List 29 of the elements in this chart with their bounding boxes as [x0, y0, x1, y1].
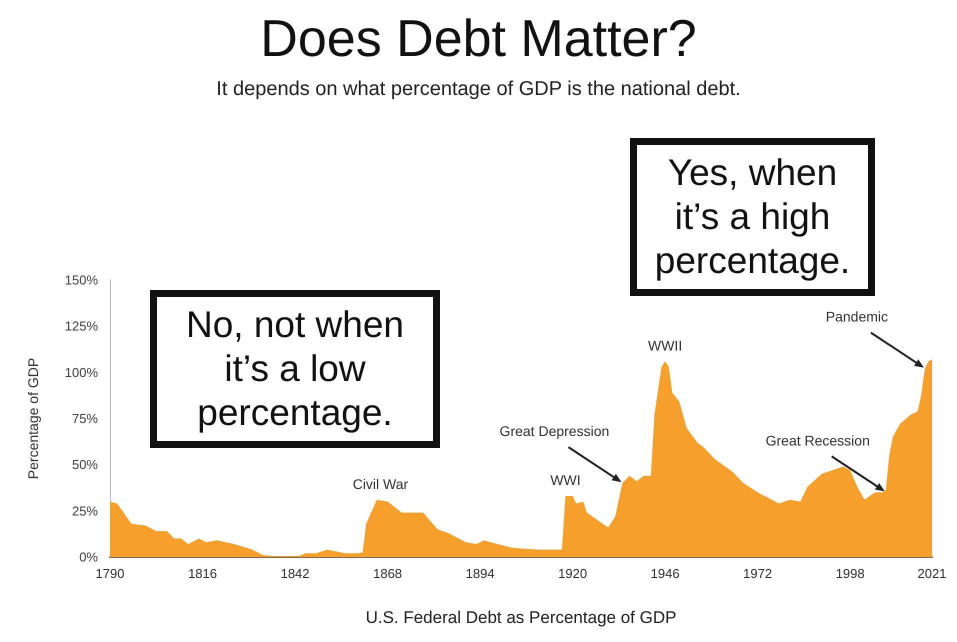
- x-tick-label: 1816: [188, 566, 217, 581]
- y-axis-title: Percentage of GDP: [25, 358, 41, 480]
- x-tick-label: 1868: [373, 566, 402, 581]
- y-tick-label: 150%: [64, 272, 98, 288]
- x-tick-label: 1920: [558, 566, 588, 581]
- y-tick-label: 25%: [72, 503, 98, 518]
- annotation: WWI: [550, 472, 581, 488]
- x-tick-label: 1842: [280, 566, 310, 581]
- y-tick-label: 0%: [79, 550, 98, 564]
- y-tick-label: 50%: [72, 457, 98, 472]
- annotation: Great Depression: [500, 423, 610, 440]
- x-tick-label: 2021: [918, 566, 946, 581]
- x-tick-label: 1894: [466, 566, 495, 581]
- annotation: No, not when it’s a low percentage.: [150, 290, 440, 448]
- chart-subtitle: It depends on what percentage of GDP is the national debt.: [216, 78, 741, 100]
- x-axis-title: U.S. Federal Debt as Percentage of GDP: [366, 608, 676, 627]
- annotation: WWII: [648, 337, 682, 354]
- y-tick-label: 125%: [64, 318, 98, 334]
- x-tick-label: 1790: [96, 566, 124, 581]
- annotation: Great Recession: [766, 432, 870, 448]
- chart-title: Does Debt Matter?: [260, 10, 697, 68]
- y-tick-label: 100%: [64, 364, 98, 380]
- x-tick-label: 1998: [836, 566, 865, 581]
- x-tick-label: 1946: [650, 566, 680, 581]
- x-tick-label: 1972: [743, 566, 772, 581]
- annotation: Civil War: [352, 476, 409, 492]
- annotation: Pandemic: [826, 308, 888, 325]
- y-tick-label: 75%: [72, 411, 98, 426]
- annotation: Yes, when it’s a high percentage.: [630, 138, 875, 296]
